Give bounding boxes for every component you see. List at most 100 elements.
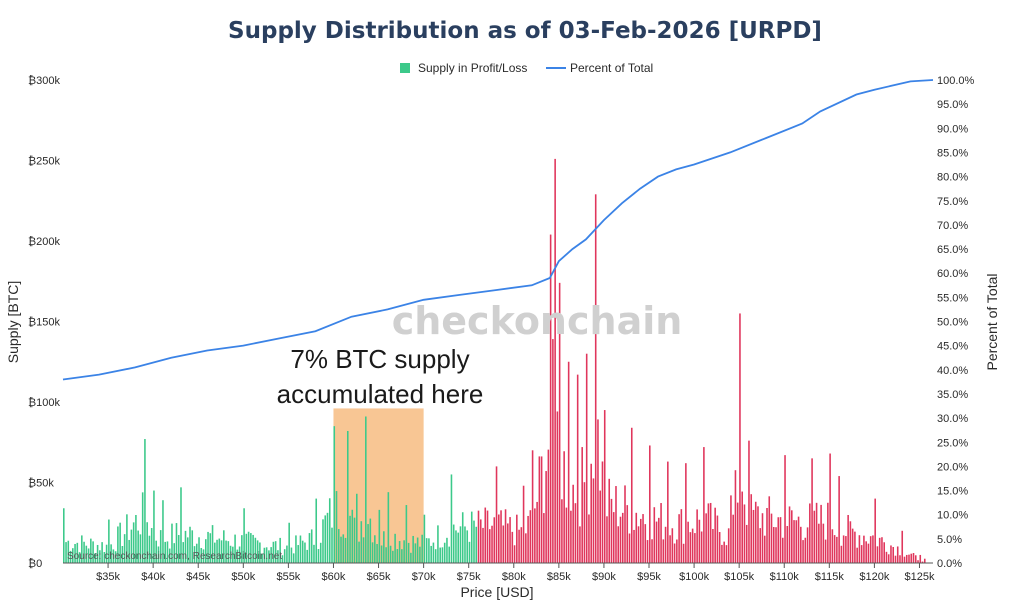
bar [863, 535, 865, 563]
bar [689, 532, 692, 563]
bar [376, 543, 378, 563]
bar [401, 549, 403, 563]
annotation-line-1: 7% BTC supply [290, 344, 469, 374]
bar [628, 533, 631, 563]
bar [502, 525, 505, 563]
bar [892, 547, 895, 563]
bar [155, 540, 157, 563]
bar [112, 549, 115, 563]
bar [682, 543, 685, 563]
bar [198, 537, 200, 563]
bar [908, 554, 910, 563]
bar [885, 551, 888, 563]
x-tick-label: $80k [502, 571, 526, 583]
x-axis: $35k $40k $45k $50k $55k $60k $65k $70k $75k $80k… [63, 562, 935, 583]
bar [574, 503, 577, 563]
bar [820, 504, 822, 563]
bar [795, 520, 798, 563]
bar [723, 541, 725, 563]
bar [446, 537, 448, 563]
y2-tick-label: 55.0% [937, 292, 968, 304]
bar [910, 553, 913, 563]
bar [202, 549, 205, 563]
bar [599, 490, 602, 563]
bar [117, 526, 119, 563]
bar [867, 543, 870, 563]
bar [890, 545, 892, 563]
bar [781, 537, 784, 563]
bar [531, 450, 534, 563]
bar [403, 540, 405, 563]
bar [669, 535, 671, 563]
percent-of-total-line [62, 79, 934, 381]
bar [67, 540, 70, 563]
bar [545, 471, 547, 563]
bar [146, 522, 148, 563]
bar [624, 485, 626, 563]
bar [405, 505, 408, 563]
y2-tick-label: 100.0% [937, 75, 975, 87]
bar [428, 538, 430, 563]
bar [195, 543, 198, 563]
bar [840, 545, 843, 563]
bar [141, 492, 144, 563]
bar [315, 498, 318, 563]
bar [236, 549, 239, 563]
bar [308, 533, 311, 563]
bar [317, 549, 320, 563]
y2-tick-label: 40.0% [937, 365, 968, 377]
bar [833, 535, 836, 563]
bar [800, 526, 802, 563]
y2-axis-title: Percent of Total [984, 273, 1000, 370]
bar [135, 515, 137, 563]
bar [121, 546, 124, 563]
bar [457, 532, 460, 563]
bar [283, 549, 286, 563]
bar [635, 512, 638, 563]
bar [63, 508, 65, 563]
bar [590, 463, 592, 563]
bar [822, 523, 825, 563]
percent-line-layer [62, 79, 934, 381]
bar [164, 541, 167, 563]
bar [383, 531, 385, 563]
bar [166, 541, 169, 563]
bar [718, 532, 721, 563]
bar [182, 542, 185, 563]
bar [83, 541, 85, 563]
bar [534, 508, 536, 563]
bar [549, 234, 552, 563]
bar [335, 491, 338, 563]
bar [439, 547, 441, 563]
annotation-line-2: accumulated here [277, 379, 484, 409]
bar [869, 536, 872, 563]
y2-tick-label: 10.0% [937, 510, 968, 522]
bar [412, 535, 414, 563]
bar [763, 535, 766, 563]
bar [162, 500, 164, 563]
bar [646, 540, 649, 563]
bar [527, 515, 529, 563]
bar [712, 529, 714, 563]
bar [346, 430, 349, 563]
y-axis-title: Supply [BTC] [5, 281, 21, 363]
bar [597, 419, 599, 563]
bar [425, 538, 428, 563]
bar [685, 463, 687, 563]
watermark: checkonchain [392, 299, 683, 343]
legend[interactable]: Supply in Profit/Loss Percent of Total [400, 61, 653, 75]
bar [818, 523, 820, 563]
bar [513, 545, 516, 563]
bar [81, 535, 83, 563]
bar [594, 194, 597, 563]
bar [651, 539, 653, 563]
legend-label-supply: Supply in Profit/Loss [418, 61, 527, 75]
bar [567, 361, 570, 563]
bar [709, 502, 712, 563]
bar [784, 455, 786, 563]
bar [452, 524, 455, 563]
bar [299, 535, 302, 563]
bar [464, 526, 466, 563]
bar [365, 416, 367, 563]
bar [639, 518, 642, 563]
